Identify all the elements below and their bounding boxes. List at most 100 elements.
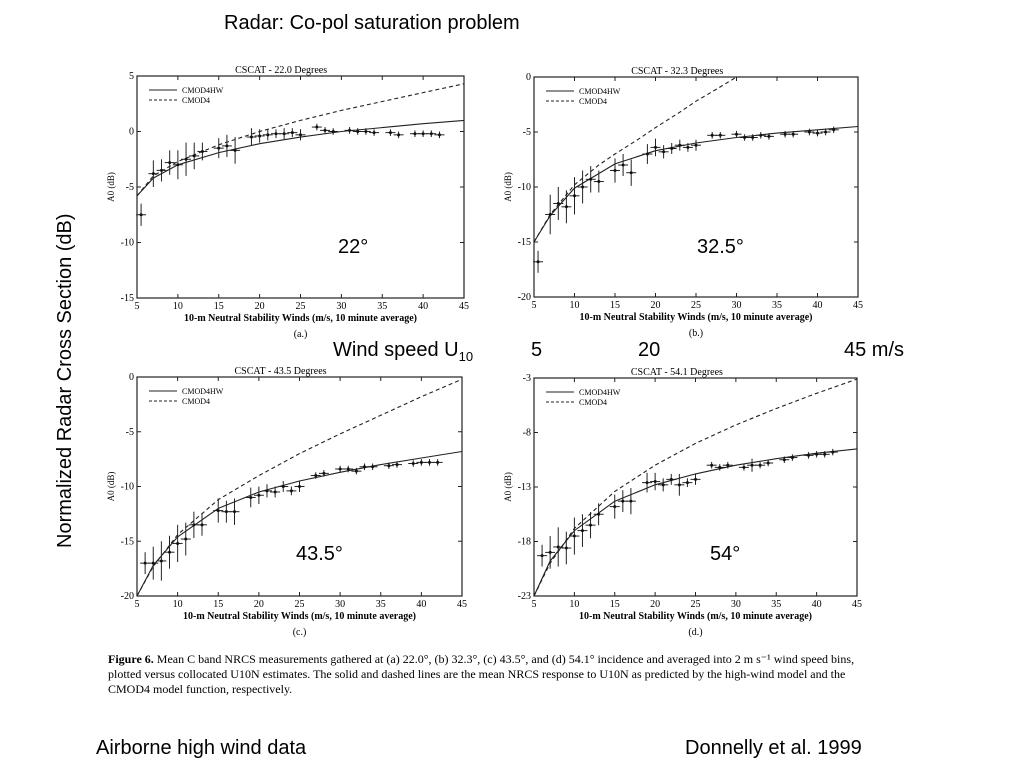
slide-title: Radar: Co-pol saturation problem [224,12,520,34]
data-point [249,135,253,139]
x-tick-label: 45 [853,300,863,311]
data-point [767,134,771,138]
angle-label-32: 32.5° [697,236,744,258]
y-tick-label: -3 [523,373,531,384]
data-point [742,465,746,469]
series-line-cmod4hw [533,125,859,243]
x-tick-label: 45 [457,599,467,610]
data-point [678,143,682,147]
y-tick-label: -10 [121,482,134,493]
x-tick-label: 45 [852,599,862,610]
footer-left: Airborne high wind data [96,737,307,759]
data-point [783,132,787,136]
data-point [548,213,552,216]
x-tick-label: 10 [173,301,183,312]
legend-entry: CMOD4HW [182,86,224,95]
x-tick-label: 10 [173,599,183,610]
x-tick-label: 5 [135,301,140,312]
data-point [216,509,220,513]
x-tick-label: 30 [731,599,741,610]
data-point [540,554,544,558]
panel-label: (b.) [689,328,703,339]
data-point [225,144,229,148]
x-tick-label: 15 [214,301,224,312]
x-tick-label: 35 [376,599,386,610]
data-point [661,483,665,487]
y-tick-label: -10 [121,238,134,249]
data-point [388,131,392,135]
data-point [363,465,366,469]
data-point [613,505,617,509]
y-axis-label: A0 (dB) [503,172,513,202]
data-point [621,499,625,503]
data-point [791,132,795,136]
data-point [143,561,147,565]
data-point [159,559,163,563]
y-tick-label: -5 [523,127,531,138]
data-point [200,523,204,527]
data-point [421,132,425,136]
x-tick-label: 5 [532,300,537,311]
data-point [750,463,754,467]
x-tick-label: 25 [295,599,305,610]
data-point [371,465,375,469]
y-tick-label: -15 [121,293,134,304]
data-point [436,460,440,464]
data-point [160,168,164,172]
y-tick-label: -5 [126,182,134,193]
series-line-cmod4 [533,76,737,243]
panel-title: CSCAT - 54.1 Degrees [631,367,723,378]
data-point [824,130,828,134]
data-point [139,213,143,217]
data-point [266,133,270,137]
data-point [151,172,155,176]
panel-label: (d.) [688,627,702,638]
wind-tick-5: 5 [531,339,543,361]
wind-tick-45: 45 m/s [844,339,905,361]
series-line-cmod4hw [136,119,465,197]
data-point [548,550,552,554]
data-point [823,452,827,456]
data-point [411,462,415,466]
panel-1: CSCAT - 32.3 Degrees 5 10 15 20 25 30 35 40 45 -20… [503,66,863,339]
y-axis-label: A0 (dB) [106,472,116,502]
data-point [372,131,376,135]
angle-label-43: 43.5° [296,543,343,565]
data-point [782,458,786,462]
data-point [597,180,601,183]
panel-title: CSCAT - 32.3 Degrees [631,66,723,77]
data-point [735,132,738,136]
y-axis-label: A0 (dB) [503,472,513,502]
data-point [331,130,335,133]
wind-speed-text: Wind speed U [333,339,459,361]
x-tick-label: 40 [418,301,428,312]
x-tick-label: 20 [255,301,265,312]
x-tick-label: 25 [296,301,306,312]
data-point [289,489,293,493]
x-tick-label: 40 [812,599,822,610]
data-point [265,489,269,493]
x-tick-label: 35 [377,301,387,312]
data-point [224,510,228,514]
legend-entry: CMOD4HW [182,387,224,396]
legend-entry: CMOD4 [182,397,210,406]
legend-entry: CMOD4HW [579,388,621,397]
data-point [298,485,301,488]
data-point [536,260,540,264]
data-point [580,529,584,533]
data-point [710,133,714,137]
data-point [168,161,172,165]
panel-label: (a.) [294,329,308,340]
data-point [766,461,770,465]
y-tick-label: -20 [518,292,531,303]
y-tick-label: 5 [129,71,134,82]
y-tick-label: -15 [121,536,134,547]
y-tick-label: -15 [518,237,531,248]
data-point [589,523,593,527]
data-point [176,163,180,167]
x-tick-label: 30 [732,300,742,311]
data-point [437,133,441,137]
y-tick-label: -18 [518,537,531,548]
data-point [419,460,423,464]
